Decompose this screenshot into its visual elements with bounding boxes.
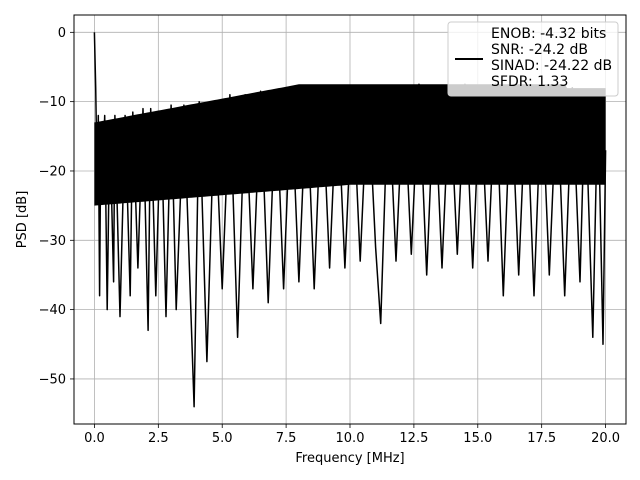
x-tick-label: 17.5 — [527, 431, 556, 446]
y-tick-label: −20 — [39, 164, 66, 179]
x-tick-label: 2.5 — [148, 431, 169, 446]
series-line — [93, 32, 607, 408]
y-tick-label: −40 — [39, 303, 66, 318]
x-tick-label: 5.0 — [212, 431, 233, 446]
legend-entry-line: SNR: -24.2 dB — [491, 42, 588, 58]
legend-entry-line: SINAD: -24.22 dB — [491, 58, 612, 74]
x-axis-label: Frequency [MHz] — [295, 451, 404, 466]
legend-entry-line: ENOB: -4.32 bits — [491, 26, 606, 42]
y-tick-label: 0 — [58, 26, 66, 41]
legend-box — [447, 21, 619, 97]
x-tick-label: 0.0 — [84, 431, 105, 446]
x-tick-label: 7.5 — [276, 431, 297, 446]
series-polyline — [93, 32, 607, 408]
x-tick-label: 20.0 — [591, 431, 620, 446]
legend: ENOB: -4.32 bits SNR: -24.2 dB SINAD: -2… — [447, 21, 619, 97]
x-tick-label: 10.0 — [336, 431, 365, 446]
legend-entry-line: SFDR: 1.33 — [491, 74, 568, 90]
y-tick-label: −30 — [39, 234, 66, 249]
y-axis: 0 −10 −20 −30 −40 −50 — [39, 26, 74, 387]
y-tick-label: −10 — [39, 95, 66, 110]
x-tick-label: 12.5 — [399, 431, 428, 446]
x-axis: 0.0 2.5 5.0 7.5 10.0 12.5 15.0 17.5 20.0 — [84, 424, 620, 446]
x-tick-label: 15.0 — [463, 431, 492, 446]
y-axis-label: PSD [dB] — [15, 191, 30, 249]
y-tick-label: −50 — [39, 372, 66, 387]
